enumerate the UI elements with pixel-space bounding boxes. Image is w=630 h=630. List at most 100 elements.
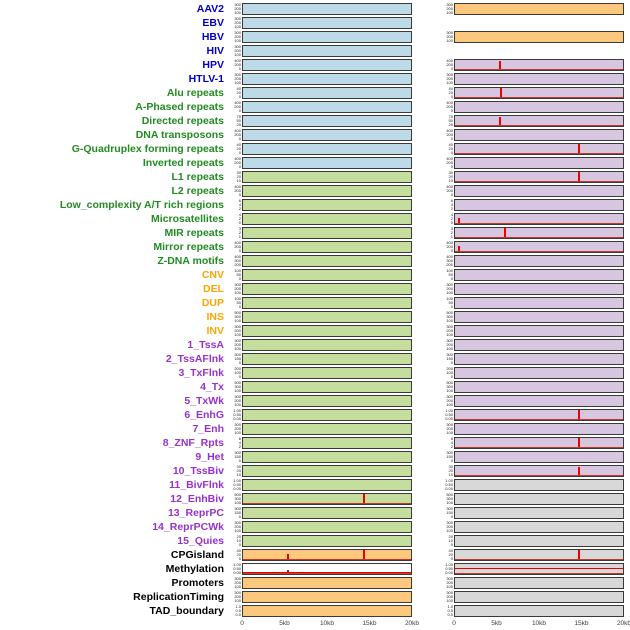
- signal-spike: [498, 116, 501, 125]
- right-track-panel: [454, 395, 624, 407]
- y-tick-label: 200: [446, 524, 453, 529]
- y-tick-label: 0.50: [233, 482, 241, 487]
- y-tick-label: 1: [450, 234, 453, 239]
- left-panel-yticks: 300 200 100: [228, 17, 242, 29]
- row-label: Mirror repeats: [153, 241, 224, 253]
- y-tick-label: 100: [234, 370, 241, 375]
- y-tick-label: 0: [238, 248, 241, 253]
- left-track-panel: [242, 227, 412, 239]
- left-panel-yticks: 1.00 0.50 0.00: [228, 563, 242, 575]
- y-tick-label: 100: [446, 332, 453, 337]
- right-panel-yticks: 1.0 0.5 0.0: [440, 605, 454, 617]
- y-tick-label: 20: [448, 535, 453, 539]
- left-track-panel: [242, 479, 412, 491]
- track-row: 15_Quies 20 10 0 20 10 0: [0, 534, 630, 548]
- y-tick-label: 4: [238, 213, 241, 217]
- y-tick-label: 300: [446, 258, 453, 263]
- right-panel-yticks: 300 200 100: [440, 423, 454, 435]
- y-tick-label: 0: [238, 458, 241, 463]
- track-row: AAV2 300 200 100 300 200 100: [0, 2, 630, 16]
- y-tick-label: 100: [234, 318, 241, 323]
- y-tick-label: 40: [236, 549, 241, 553]
- y-tick-label: 6: [450, 199, 453, 203]
- y-tick-label: 300: [446, 314, 453, 319]
- right-panel-yticks: 500 300 100: [440, 493, 454, 505]
- y-tick-label: 300: [234, 73, 241, 77]
- y-tick-label: 50: [236, 118, 241, 123]
- y-tick-label: 100: [446, 290, 453, 295]
- y-tick-label: 100: [446, 402, 453, 407]
- signal-spike: [503, 228, 506, 237]
- y-tick-label: 200: [446, 62, 453, 67]
- right-panel-yticks: 300 200 100: [440, 339, 454, 351]
- x-axis-tick-label: 5kb: [279, 620, 290, 627]
- y-tick-label: 200: [234, 160, 241, 165]
- right-panel-yticks: 300 200 100: [440, 521, 454, 533]
- y-tick-label: 200: [446, 426, 453, 431]
- y-tick-label: 300: [234, 384, 241, 389]
- y-tick-label: 10: [448, 178, 453, 183]
- row-label: 7_Enh: [192, 423, 224, 435]
- left-panel-yticks: 300 200 100: [228, 339, 242, 351]
- y-tick-label: 20: [448, 552, 453, 557]
- row-label: Directed repeats: [141, 115, 224, 127]
- y-tick-label: 500: [234, 493, 241, 497]
- y-tick-label: 100: [234, 52, 241, 57]
- left-panel-yticks: 300 150 0: [228, 451, 242, 463]
- y-tick-label: 2: [450, 206, 453, 211]
- y-tick-label: 0.00: [445, 570, 453, 575]
- left-panel-yticks: 300 200 100: [228, 395, 242, 407]
- y-tick-label: 400: [234, 157, 241, 161]
- y-tick-label: 100: [234, 10, 241, 15]
- row-label: Microsatellites: [151, 213, 224, 225]
- right-panel-yticks: 300 200 100: [440, 31, 454, 43]
- y-tick-label: 0.5: [235, 608, 241, 613]
- y-tick-label: 75: [448, 115, 453, 119]
- zero-baseline: [455, 153, 623, 154]
- left-panel-yticks: 400 200 0: [228, 241, 242, 253]
- right-panel-yticks: 1.00 0.50 0.00: [440, 563, 454, 575]
- y-tick-label: 200: [234, 328, 241, 333]
- left-panel-yticks: 400 200 0: [228, 101, 242, 113]
- row-label: Promoters: [171, 577, 224, 589]
- y-tick-label: 200: [234, 594, 241, 599]
- signal-spike: [363, 550, 366, 559]
- row-label: Low_complexity A/T rich regions: [59, 199, 224, 211]
- y-tick-label: 300: [234, 451, 241, 455]
- y-tick-label: 100: [234, 297, 241, 301]
- right-track-panel: [454, 479, 624, 491]
- right-panel-yticks: 200 100 0: [440, 367, 454, 379]
- row-label: 1_TssA: [187, 339, 224, 351]
- y-tick-label: 40: [236, 143, 241, 147]
- y-tick-label: 0: [450, 192, 453, 197]
- left-panel-yticks: 300 200 100: [228, 31, 242, 43]
- track-row: HPV 400 200 0 400 200 0: [0, 58, 630, 72]
- y-tick-label: 200: [234, 48, 241, 53]
- y-tick-label: 3: [450, 227, 453, 231]
- track-row: DUP 100 50 0 100 50 0: [0, 296, 630, 310]
- row-label: DNA transposons: [135, 129, 224, 141]
- left-track-panel: [242, 577, 412, 589]
- left-panel-yticks: 40 20 0: [228, 87, 242, 99]
- left-panel-yticks: 500 300 100: [228, 493, 242, 505]
- y-tick-label: 100: [446, 80, 453, 85]
- right-panel-yticks: 400 200 0: [440, 101, 454, 113]
- y-tick-label: 400: [234, 59, 241, 63]
- right-panel-yticks: 30 20 10: [440, 465, 454, 477]
- y-tick-label: 100: [234, 269, 241, 273]
- y-tick-label: 0.00: [445, 416, 453, 421]
- left-track-panel: [242, 17, 412, 29]
- track-row: Promoters 300 200 100 300 200 100: [0, 576, 630, 590]
- right-track-panel: [454, 171, 624, 183]
- track-row: Mirror repeats 400 200 0 400 200 0: [0, 240, 630, 254]
- right-panel-yticks: 30 20 10: [440, 171, 454, 183]
- y-tick-label: 100: [234, 80, 241, 85]
- y-tick-label: 0: [238, 164, 241, 169]
- row-label: 10_TssBiv: [172, 465, 224, 477]
- row-label: 8_ZNF_Rpts: [162, 437, 224, 449]
- right-track-panel: [454, 423, 624, 435]
- y-tick-label: 300: [234, 507, 241, 511]
- y-tick-label: 100: [446, 430, 453, 435]
